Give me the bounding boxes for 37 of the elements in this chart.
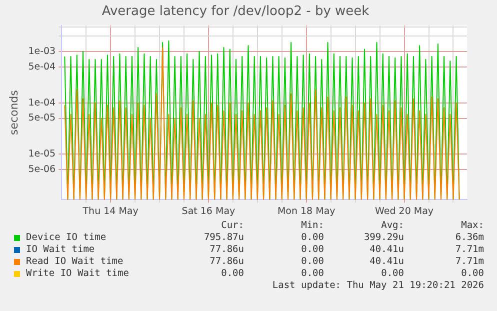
- y-tick-label: 1e-05: [28, 148, 56, 160]
- text: 795.87u: [202, 232, 244, 244]
- y-tick-label: 5e-04: [28, 61, 56, 72]
- text: 0.00: [300, 232, 324, 244]
- y-axis-title: seconds: [7, 90, 20, 136]
- text: 77.86u: [208, 244, 244, 256]
- legend-label: Write IO Wait time: [26, 268, 129, 280]
- text: Min:: [300, 220, 324, 232]
- text: 6.36m: [454, 232, 484, 244]
- text: Max:: [460, 220, 484, 232]
- x-tick-label: Mon 18 May: [277, 206, 336, 217]
- text: Avg:: [380, 220, 404, 232]
- text: 7.71m: [454, 244, 484, 256]
- y-tick-label: 1e-04: [28, 97, 56, 108]
- text: Cur:: [220, 220, 244, 232]
- legend-label: Device IO time: [26, 232, 106, 244]
- x-tick-label: Sat 16 May: [182, 206, 236, 217]
- text: 7.71m: [454, 256, 484, 268]
- text: 0.00: [300, 256, 324, 268]
- text: 0.00: [380, 268, 404, 280]
- y-tick-label: 5e-05: [28, 112, 56, 124]
- text: 40.41u: [368, 256, 404, 268]
- chart-title: Average latency for /dev/loop2 - by week: [102, 4, 370, 20]
- legend-label: IO Wait time: [26, 244, 95, 256]
- y-tick-label: 1e-03: [28, 46, 56, 57]
- y-tick-label: 5e-06: [28, 164, 56, 176]
- text: 0.00: [220, 268, 244, 280]
- x-tick-label: Wed 20 May: [375, 206, 434, 217]
- text: 0.00: [300, 244, 324, 256]
- text: 0.00: [300, 268, 324, 280]
- legend-label: Read IO Wait time: [26, 256, 124, 268]
- text: 0.00: [460, 268, 484, 280]
- text: 77.86u: [208, 256, 244, 268]
- text: 40.41u: [368, 244, 404, 256]
- text: 399.29u: [362, 232, 404, 244]
- text: Last update: Thu May 21 19:20:21 2026: [271, 280, 484, 292]
- x-tick-label: Thu 14 May: [82, 206, 139, 217]
